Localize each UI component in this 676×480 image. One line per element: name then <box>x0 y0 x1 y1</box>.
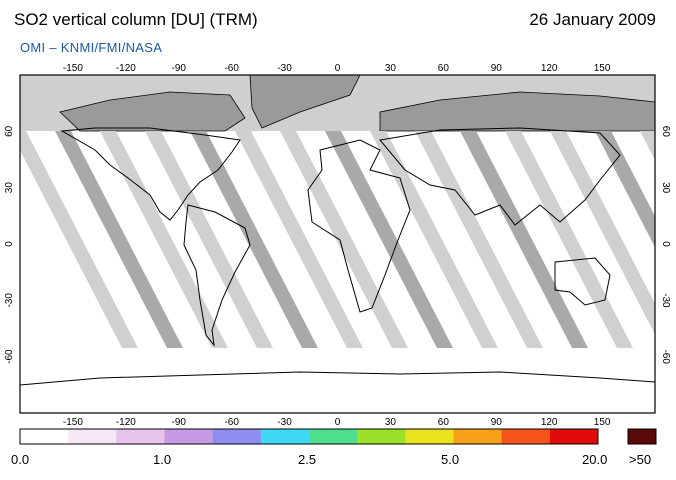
colorbar-label-1: 1.0 <box>153 452 172 467</box>
lat-tick-left-4: -60 <box>4 349 15 364</box>
orbit-swath-4 <box>190 131 318 348</box>
orbit-swath-1 <box>55 131 183 348</box>
lat-tick-left-0: 60 <box>4 125 15 137</box>
colorbar-segment-0 <box>20 429 69 444</box>
lat-tick-right-1: 30 <box>660 182 671 194</box>
colorbar-overflow-swatch <box>627 428 657 445</box>
antarctica-outline <box>20 371 655 386</box>
map-frame <box>19 74 656 414</box>
colorbar-label-4: 20.0 <box>582 452 608 467</box>
lon-tick-bottom-5: 0 <box>335 417 341 428</box>
colorbar-segment-8 <box>405 429 454 444</box>
colorbar-segment-7 <box>357 429 406 444</box>
lon-tick-top-9: 120 <box>541 63 558 74</box>
orbit-swaths <box>20 131 655 348</box>
colorbar-segment-11 <box>549 429 599 444</box>
orbit-swath-9 <box>415 131 543 348</box>
lon-tick-bottom-1: -120 <box>116 417 136 428</box>
colorbar-segment-9 <box>453 429 503 444</box>
south-america-outline <box>183 204 251 347</box>
lon-tick-bottom-3: -60 <box>224 417 239 428</box>
lat-tick-right-3: -30 <box>660 293 671 308</box>
orbit-swath-12 <box>550 131 655 335</box>
map-title: SO2 vertical column [DU] (TRM) <box>14 10 258 29</box>
lon-tick-top-6: 30 <box>385 63 397 74</box>
lat-tick-right-0: 60 <box>660 126 671 138</box>
lon-tick-top-2: -90 <box>172 63 187 74</box>
lon-tick-top-5: 0 <box>335 63 341 74</box>
colorbar-segment-1 <box>68 429 117 444</box>
colorbar-label-0: 0.0 <box>11 452 30 467</box>
asia-outline <box>379 127 621 226</box>
lon-tick-top-4: -30 <box>277 63 292 74</box>
map-date: 26 January 2009 <box>529 10 656 29</box>
colorbar-frame <box>19 428 599 445</box>
colorbar-label-2: 2.5 <box>298 452 317 467</box>
coastlines <box>20 127 655 386</box>
longitude-ticks-top: -150 -120 -90 -60 -30 0 30 60 90 120 150 <box>63 63 611 74</box>
north-america-outline <box>60 127 241 221</box>
orbit-swath-5 <box>235 131 363 348</box>
lon-tick-bottom-0: -150 <box>63 417 83 428</box>
lon-tick-bottom-6: 30 <box>385 417 397 428</box>
lon-tick-top-10: 150 <box>594 63 611 74</box>
colorbar-label-3: 5.0 <box>441 452 460 467</box>
colorbar-overflow-label: >50 <box>629 452 652 467</box>
lon-tick-top-0: -150 <box>63 63 83 74</box>
colorbar-segment-2 <box>116 429 165 444</box>
colorbar-segment-4 <box>212 429 262 444</box>
latitude-ticks-right: 60 30 0 -30 -60 <box>660 126 671 365</box>
data-source-credit: OMI – KNMI/FMI/NASA <box>20 40 163 55</box>
orbit-swath-14 <box>640 131 655 161</box>
lon-tick-bottom-2: -90 <box>172 417 187 428</box>
australia-outline <box>554 257 611 306</box>
orbit-swath-2 <box>100 131 228 348</box>
colorbar-segment-6 <box>309 429 358 444</box>
europe-africa-outline <box>307 139 411 313</box>
lon-tick-top-3: -60 <box>224 63 239 74</box>
orbit-swath-7 <box>325 131 453 348</box>
orbit-swath-13 <box>595 131 655 248</box>
orbit-swath-3 <box>145 131 273 348</box>
orbit-swath-0 <box>20 131 138 348</box>
longitude-ticks-bottom: -150 -120 -90 -60 -30 0 30 60 90 120 150 <box>63 417 611 428</box>
lon-tick-bottom-4: -30 <box>277 417 292 428</box>
colorbar-segment-10 <box>501 429 551 444</box>
orbit-swath-6 <box>280 131 408 348</box>
colorbar-segment-3 <box>164 429 214 444</box>
colorbar <box>20 429 599 444</box>
lat-tick-right-2: 0 <box>660 241 671 247</box>
latitude-ticks-left: 60 30 0 -30 -60 <box>4 125 15 364</box>
lon-tick-top-7: 60 <box>438 63 450 74</box>
lat-tick-right-4: -60 <box>660 349 671 364</box>
lon-tick-bottom-8: 90 <box>491 417 503 428</box>
lat-tick-left-1: 30 <box>4 182 15 194</box>
lon-tick-bottom-10: 150 <box>594 417 611 428</box>
greenland <box>249 75 361 129</box>
lon-tick-bottom-7: 60 <box>438 417 450 428</box>
lat-tick-left-2: 0 <box>4 241 15 247</box>
orbit-swath-10 <box>460 131 588 348</box>
lon-tick-bottom-9: 120 <box>541 417 558 428</box>
lat-tick-left-3: -30 <box>4 293 15 308</box>
colorbar-segment-5 <box>260 429 310 444</box>
lon-tick-top-1: -120 <box>116 63 136 74</box>
orbit-swath-11 <box>505 131 633 348</box>
lon-tick-top-8: 90 <box>491 63 503 74</box>
